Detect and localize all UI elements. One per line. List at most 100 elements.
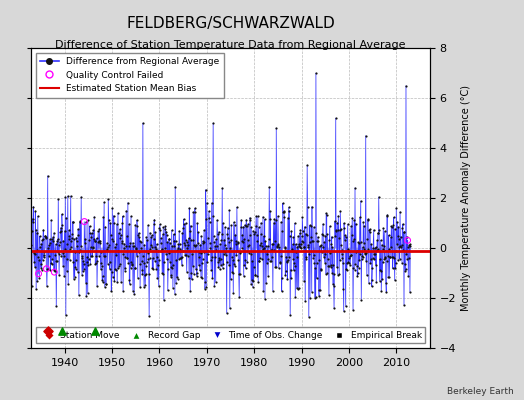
Point	[361, 246, 369, 252]
Point	[158, 270, 167, 276]
Point	[132, 244, 140, 251]
Point	[374, 230, 382, 236]
Point	[286, 312, 294, 318]
Point	[92, 260, 100, 266]
Point	[185, 205, 194, 211]
Point	[178, 262, 186, 268]
Point	[182, 236, 190, 243]
Point	[52, 258, 61, 264]
Point	[111, 266, 119, 272]
Point	[29, 204, 38, 210]
Point	[248, 284, 257, 290]
Point	[279, 209, 287, 215]
Point	[40, 248, 49, 255]
Point	[91, 238, 99, 244]
Point	[355, 257, 364, 263]
Point	[116, 234, 125, 241]
Point	[312, 70, 320, 76]
Point	[332, 228, 340, 235]
Point	[143, 237, 151, 243]
Point	[356, 250, 364, 257]
Point	[294, 241, 303, 247]
Point	[287, 275, 295, 282]
Point	[62, 214, 70, 221]
Point	[346, 252, 355, 258]
Point	[272, 264, 280, 270]
Point	[201, 279, 210, 286]
Point	[257, 231, 266, 238]
Point	[31, 264, 39, 270]
Point	[88, 230, 96, 236]
Point	[365, 280, 373, 286]
Point	[100, 253, 108, 260]
Point	[155, 257, 163, 264]
Point	[379, 225, 388, 232]
Point	[359, 254, 367, 260]
Legend: Station Move, Record Gap, Time of Obs. Change, Empirical Break: Station Move, Record Gap, Time of Obs. C…	[36, 327, 425, 344]
Point	[203, 200, 211, 206]
Point	[358, 253, 366, 259]
Point	[296, 230, 304, 236]
Point	[174, 245, 182, 251]
Point	[383, 212, 391, 218]
Point	[344, 246, 352, 252]
Point	[347, 252, 356, 258]
Point	[390, 277, 399, 284]
Point	[297, 240, 305, 247]
Point	[261, 242, 270, 249]
Point	[406, 242, 414, 249]
Point	[341, 237, 349, 244]
Point	[219, 220, 227, 226]
Point	[44, 327, 52, 334]
Point	[146, 229, 154, 236]
Point	[50, 269, 59, 275]
Point	[259, 233, 268, 239]
Point	[102, 281, 111, 287]
Point	[122, 242, 130, 249]
Point	[129, 243, 138, 249]
Point	[70, 276, 78, 282]
Point	[325, 236, 333, 243]
Point	[128, 261, 136, 268]
Point	[68, 235, 76, 241]
Point	[325, 223, 334, 230]
Point	[67, 193, 75, 199]
Point	[205, 219, 214, 226]
Point	[80, 218, 89, 225]
Point	[190, 242, 199, 248]
Point	[91, 327, 100, 334]
Point	[86, 244, 95, 250]
Point	[319, 244, 328, 250]
Point	[133, 252, 141, 259]
Point	[351, 184, 359, 191]
Point	[381, 280, 390, 286]
Point	[205, 214, 213, 221]
Point	[50, 268, 59, 274]
Point	[169, 262, 178, 268]
Point	[49, 234, 57, 240]
Point	[257, 220, 265, 226]
Point	[399, 247, 407, 253]
Point	[162, 232, 171, 238]
Point	[48, 256, 57, 262]
Point	[44, 266, 52, 272]
Point	[58, 222, 67, 228]
Point	[161, 226, 169, 232]
Point	[234, 257, 243, 264]
Point	[302, 254, 310, 260]
Point	[166, 258, 174, 265]
Point	[335, 271, 343, 278]
Point	[144, 256, 152, 263]
Point	[223, 231, 232, 237]
Point	[69, 218, 77, 225]
Point	[81, 236, 90, 243]
Point	[238, 232, 247, 238]
Point	[202, 186, 210, 193]
Point	[134, 275, 142, 281]
Point	[354, 239, 363, 246]
Point	[397, 242, 406, 248]
Point	[287, 266, 295, 273]
Point	[374, 230, 383, 237]
Point	[78, 255, 86, 261]
Point	[147, 244, 156, 250]
